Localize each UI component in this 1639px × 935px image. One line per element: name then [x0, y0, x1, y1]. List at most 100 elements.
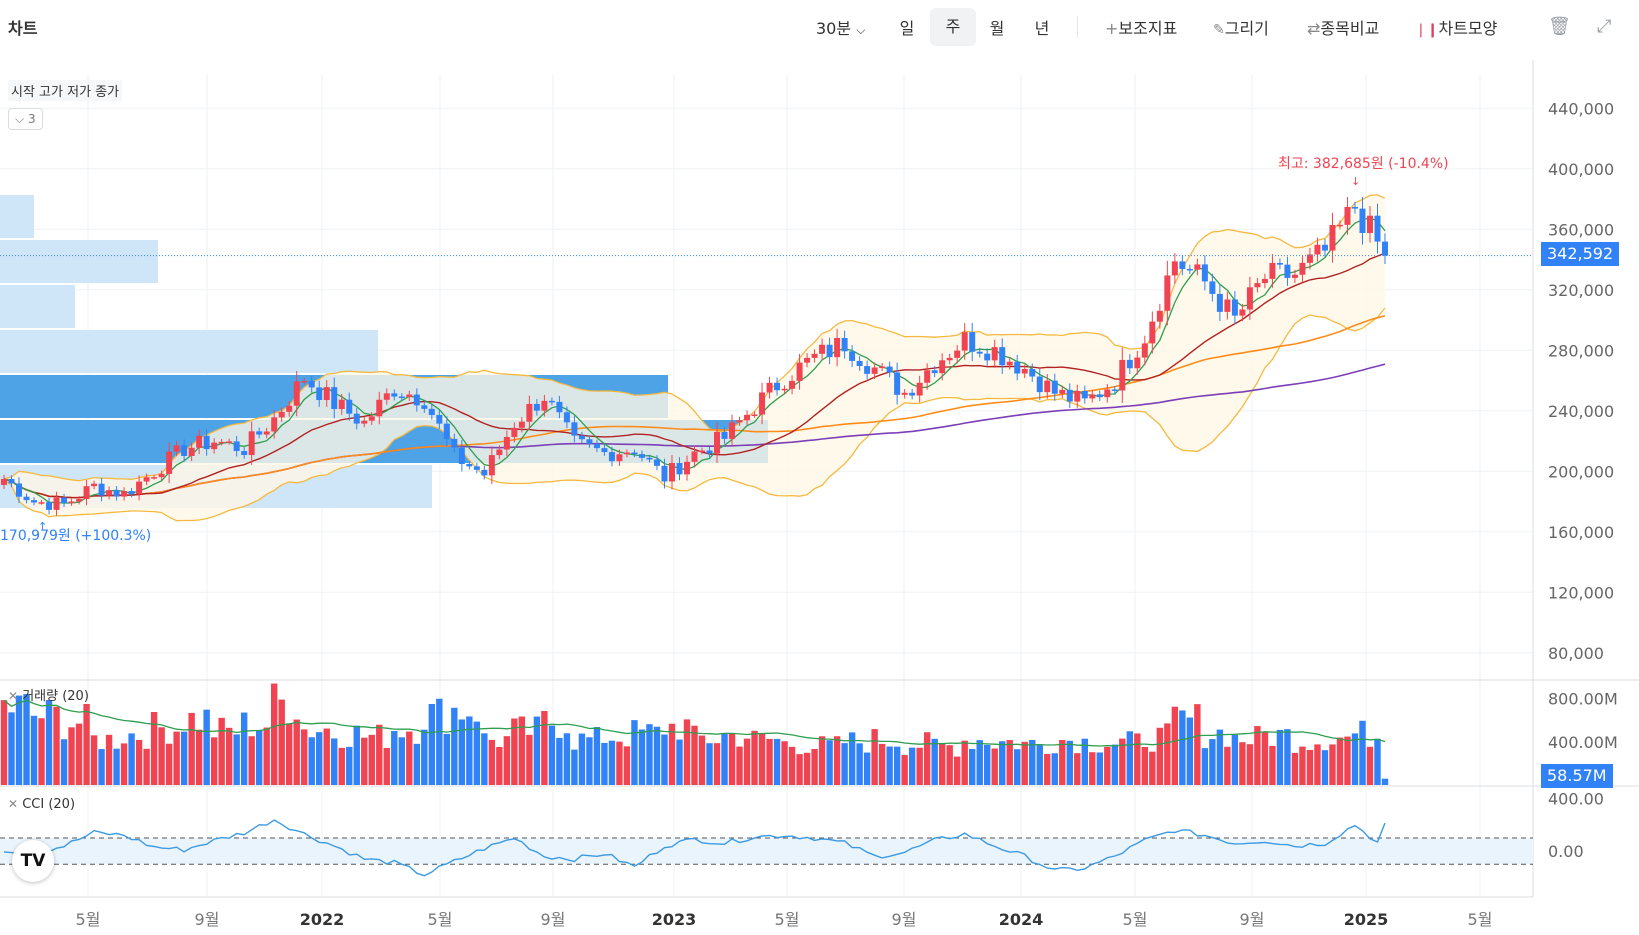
- candle-body: [706, 450, 713, 454]
- candle-body: [939, 360, 946, 374]
- indicator-button[interactable]: +보조지표: [1105, 14, 1177, 44]
- volume-legend: ✕ 거래량 (20): [8, 685, 89, 704]
- cci-band-fill: [0, 837, 1533, 865]
- volume-bar: [98, 749, 105, 785]
- candle-body: [894, 372, 901, 395]
- candle-body: [1336, 224, 1343, 227]
- volume-bar: [270, 683, 278, 785]
- volume-bar: [1366, 746, 1374, 785]
- volume-bar: [443, 733, 451, 785]
- candle-body: [548, 400, 555, 403]
- volume-bar: [646, 724, 653, 785]
- volume-bar: [75, 723, 83, 785]
- candle-body: [864, 366, 871, 374]
- candle-body: [406, 394, 413, 398]
- volume-bar: [1374, 738, 1381, 785]
- candle-body: [1036, 376, 1043, 393]
- candle-body: [518, 421, 525, 428]
- volume-bar: [1044, 753, 1051, 785]
- volume-bar: [428, 703, 436, 785]
- volume-bar: [878, 743, 886, 785]
- volume-bar: [1021, 741, 1028, 785]
- low-price-annotation: 170,979원 (+100.3%): [0, 528, 151, 544]
- compare-button[interactable]: ⇄종목비교: [1307, 14, 1379, 44]
- candle-body: [571, 422, 578, 436]
- candle-body: [729, 422, 736, 439]
- volume-bar: [1306, 749, 1314, 785]
- candle-body: [413, 394, 420, 406]
- chart-style-label: 차트모양: [1438, 19, 1498, 38]
- volume-bar: [413, 743, 420, 785]
- price-tick-label: 360,000: [1548, 220, 1614, 239]
- down-arrow-icon: ↓: [1351, 175, 1360, 188]
- volume-bar: [1351, 733, 1359, 785]
- volume-bar: [1014, 749, 1021, 785]
- candle-body: [61, 497, 68, 504]
- candle-body: [1134, 357, 1141, 369]
- candle-body: [751, 414, 758, 417]
- period-tab-month[interactable]: 월: [981, 14, 1013, 44]
- expand-icon[interactable]: ⤢: [1597, 16, 1612, 37]
- chart-style-button[interactable]: ❘❙차트모양: [1415, 14, 1497, 44]
- close-icon[interactable]: ✕: [8, 689, 19, 703]
- pencil-icon: ✎: [1213, 22, 1225, 38]
- volume-bar: [818, 736, 826, 785]
- volume-bar: [1291, 752, 1299, 785]
- volume-bar: [1036, 744, 1043, 785]
- candle-body: [383, 393, 390, 400]
- trash-icon[interactable]: 🗑: [1548, 16, 1571, 37]
- candle-body: [233, 441, 240, 451]
- time-tick-label: 9월: [1240, 910, 1265, 929]
- candle-body: [1141, 343, 1148, 358]
- volume-bar: [1314, 744, 1321, 785]
- volume-bar: [398, 737, 405, 785]
- interval-label: 30분: [816, 19, 852, 38]
- volume-bar: [1344, 736, 1351, 785]
- candle-body: [31, 500, 38, 503]
- volume-bar: [68, 727, 75, 785]
- period-tab-week-label: 주: [945, 17, 961, 36]
- volume-bar: [1156, 727, 1164, 785]
- candle-body: [173, 445, 180, 452]
- volume-bar: [346, 746, 353, 785]
- period-tab-year[interactable]: 년: [1026, 14, 1058, 44]
- candle-body: [976, 351, 983, 354]
- candle-body: [1201, 264, 1208, 282]
- chevron-down-icon: ⌵: [15, 112, 25, 126]
- candle-body: [98, 483, 105, 496]
- candle-body: [1366, 215, 1373, 233]
- volume-bar: [901, 755, 908, 785]
- tradingview-logo[interactable]: TV: [12, 840, 54, 882]
- volume-bar: [158, 727, 165, 785]
- volume-profile-bar: [0, 240, 158, 283]
- volume-bar: [916, 747, 923, 785]
- volume-bar: [616, 741, 623, 785]
- volume-bar: [1089, 752, 1096, 785]
- candle-body: [76, 499, 83, 502]
- candle-body: [1059, 389, 1066, 394]
- volume-bar: [90, 735, 98, 785]
- volume-bar: [503, 736, 511, 785]
- interval-dropdown[interactable]: 30분 ⌵: [816, 14, 865, 44]
- draw-button[interactable]: ✎그리기: [1213, 14, 1269, 44]
- volume-bar: [758, 733, 766, 785]
- volume-bar: [931, 738, 938, 785]
- volume-bar: [0, 700, 8, 785]
- candle-body: [744, 414, 751, 421]
- volume-bar: [969, 749, 976, 785]
- candle-body: [158, 473, 165, 478]
- volume-bar: [601, 742, 608, 785]
- period-tab-week[interactable]: 주: [930, 8, 976, 46]
- volume-bar: [1104, 746, 1111, 785]
- candle-body: [691, 451, 698, 462]
- candle-body: [376, 399, 383, 417]
- volume-bar: [361, 737, 368, 785]
- volume-profile-bar: [0, 285, 75, 328]
- collapse-legend-button[interactable]: ⌵ 3: [8, 108, 43, 130]
- volume-bar: [53, 706, 60, 785]
- close-icon[interactable]: ✕: [8, 797, 19, 811]
- volume-bar: [788, 746, 796, 785]
- price-tick-label: 280,000: [1548, 341, 1614, 360]
- period-tab-day[interactable]: 일: [891, 14, 923, 44]
